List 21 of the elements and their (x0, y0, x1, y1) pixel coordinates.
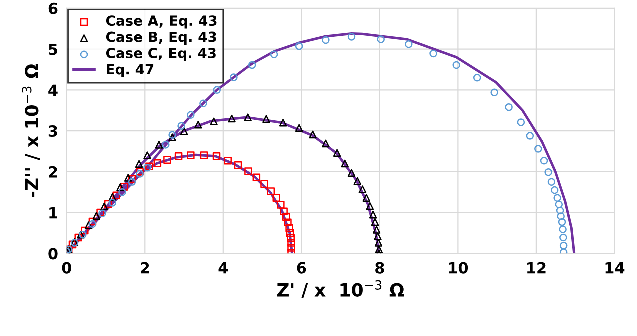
x-tick-label: 6 (297, 262, 306, 274)
y-tick-label: 6 (48, 2, 58, 14)
legend-label: Eq. 47 (107, 64, 154, 78)
y-tick-label: 1 (50, 207, 58, 219)
legend-label: Case A, Eq. 43 (106, 16, 217, 29)
x-tick-label: 0 (62, 262, 72, 274)
legend-label: Case B, Eq. 43 (106, 32, 216, 46)
y-axis-title: -Z'' / x 10$^{−3}$ Ω (22, 64, 40, 198)
legend-label: Case C, Eq. 43 (106, 48, 216, 62)
y-tick-label: 2 (49, 166, 58, 178)
x-tick-label: 10 (449, 262, 468, 274)
x-tick-label: 14 (606, 262, 625, 274)
x-tick-label: 4 (218, 262, 228, 274)
y-tick-label: 3 (48, 126, 58, 138)
x-axis-title: Z' / x 10$^{−3}$ Ω (278, 280, 404, 298)
x-tick-label: 12 (528, 262, 546, 274)
x-tick-label: 8 (376, 262, 384, 274)
y-tick-label: 4 (48, 84, 58, 96)
y-tick-label: 5 (49, 44, 58, 56)
x-tick-label: 2 (141, 262, 150, 274)
y-tick-label: 0 (48, 248, 58, 260)
